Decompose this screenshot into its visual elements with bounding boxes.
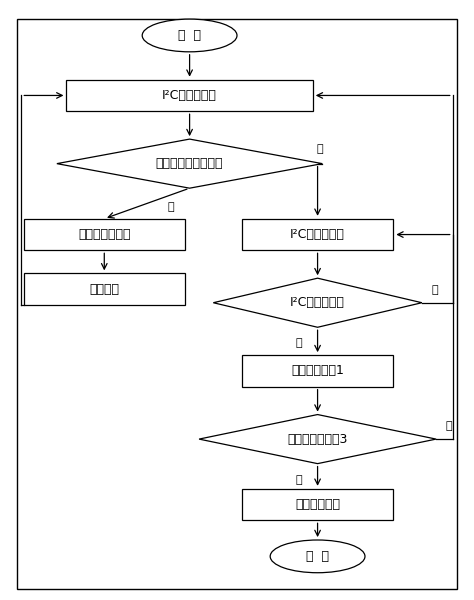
Polygon shape [213, 278, 422, 327]
Polygon shape [199, 415, 436, 464]
FancyBboxPatch shape [242, 489, 393, 520]
Text: 开  始: 开 始 [178, 29, 201, 42]
Text: I²C计时器溢出: I²C计时器溢出 [290, 296, 345, 309]
Text: 结  束: 结 束 [306, 550, 329, 563]
Ellipse shape [142, 19, 237, 52]
Text: 错误计数器清零: 错误计数器清零 [78, 228, 130, 241]
Text: 否: 否 [446, 421, 452, 431]
Text: 是: 是 [167, 202, 174, 212]
FancyBboxPatch shape [24, 219, 185, 250]
Text: 否: 否 [431, 284, 438, 295]
Text: 是: 是 [295, 475, 302, 485]
Text: 从机模块复位: 从机模块复位 [295, 498, 340, 511]
Text: I²C计时器计时: I²C计时器计时 [290, 228, 345, 241]
FancyBboxPatch shape [242, 355, 393, 387]
Text: 否: 否 [317, 144, 323, 154]
FancyBboxPatch shape [242, 219, 393, 250]
Text: 是: 是 [295, 338, 302, 348]
Text: 收到主机的探测信息: 收到主机的探测信息 [156, 157, 223, 170]
Ellipse shape [270, 540, 365, 573]
Text: 错误计数器大于3: 错误计数器大于3 [287, 433, 348, 446]
FancyBboxPatch shape [24, 273, 185, 305]
Text: 系统延时: 系统延时 [89, 283, 119, 296]
Polygon shape [57, 139, 322, 188]
FancyBboxPatch shape [66, 80, 313, 111]
Text: I²C计时器清零: I²C计时器清零 [162, 89, 217, 102]
Text: 错误计数器加1: 错误计数器加1 [291, 364, 344, 377]
